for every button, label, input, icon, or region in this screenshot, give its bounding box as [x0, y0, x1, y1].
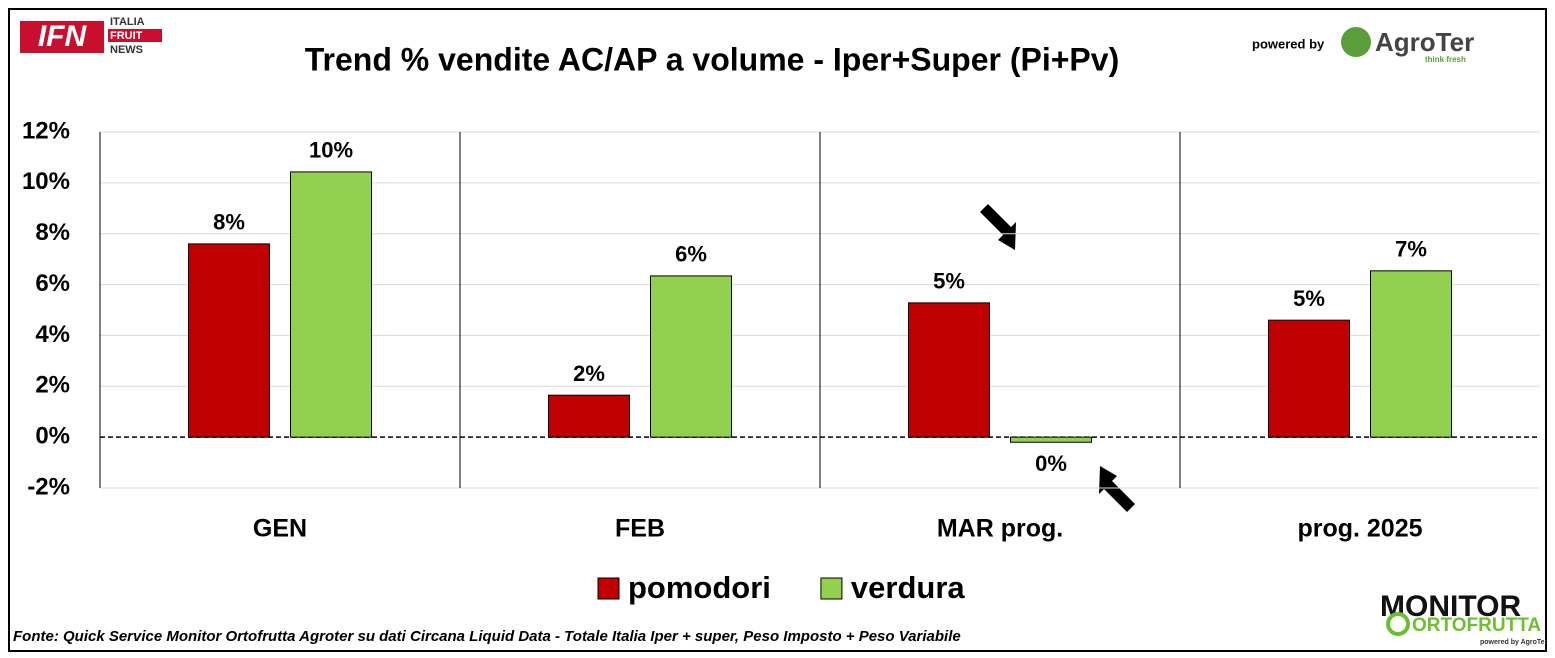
arrow: [1099, 466, 1135, 512]
bar: [908, 302, 990, 438]
x-tick-label: MAR prog.: [937, 515, 1063, 543]
data-label: 5%: [933, 269, 965, 294]
data-label: 7%: [1395, 237, 1427, 262]
monitor-icon: [1386, 612, 1410, 636]
y-tick-label: 0%: [35, 422, 70, 449]
legend-label: verdura: [851, 570, 965, 605]
ifn-line: FRUIT: [110, 30, 143, 42]
ifn-logo-box: [20, 21, 104, 53]
legend-label: pomodori: [628, 570, 771, 605]
data-label: 10%: [309, 138, 353, 163]
bar: [188, 243, 270, 438]
bar: [1370, 270, 1452, 438]
source: Fonte: Quick Service Monitor Ortofrutta …: [13, 628, 961, 645]
ifn-line: NEWS: [110, 44, 143, 56]
x-tick-label: GEN: [253, 515, 307, 543]
monitor-powered: powered by AgroTer: [1480, 639, 1548, 646]
data-label: 8%: [213, 210, 245, 235]
data-label: 2%: [573, 361, 605, 386]
ifn-line-box: [108, 29, 162, 42]
x-tick-label: prog. 2025: [1297, 515, 1422, 543]
legend-swatch: [820, 577, 843, 600]
ifn-logo: IFN: [38, 20, 88, 53]
y-tick-label: 12%: [22, 117, 70, 144]
agroter-tagline: think fresh: [1425, 55, 1466, 64]
bar: [650, 275, 732, 438]
agroter-icon: [1341, 27, 1371, 57]
data-label: 6%: [675, 242, 707, 267]
bar: [290, 171, 372, 438]
legend-swatch: [597, 577, 620, 600]
y-tick-label: 10%: [22, 168, 70, 195]
y-tick-label: 8%: [35, 219, 70, 246]
data-label: 5%: [1293, 286, 1325, 311]
bar: [1268, 319, 1350, 438]
arrow: [980, 204, 1016, 250]
y-tick-label: -2%: [27, 473, 70, 500]
y-tick-label: 4%: [35, 321, 70, 348]
x-tick-label: FEB: [615, 515, 665, 543]
y-tick-label: 6%: [35, 270, 70, 297]
y-tick-label: 2%: [35, 372, 70, 399]
bar: [1010, 436, 1092, 443]
chart-title: Trend % vendite AC/AP a volume - Iper+Su…: [305, 41, 1119, 77]
data-label: 0%: [1035, 451, 1067, 476]
agroter-logo: AgroTer: [1375, 27, 1474, 57]
bar: [548, 394, 630, 438]
ifn-line: ITALIA: [110, 16, 145, 28]
ortofrutta-logo: ORTOFRUTTA: [1412, 615, 1541, 636]
powered-by: powered by: [1252, 36, 1325, 51]
